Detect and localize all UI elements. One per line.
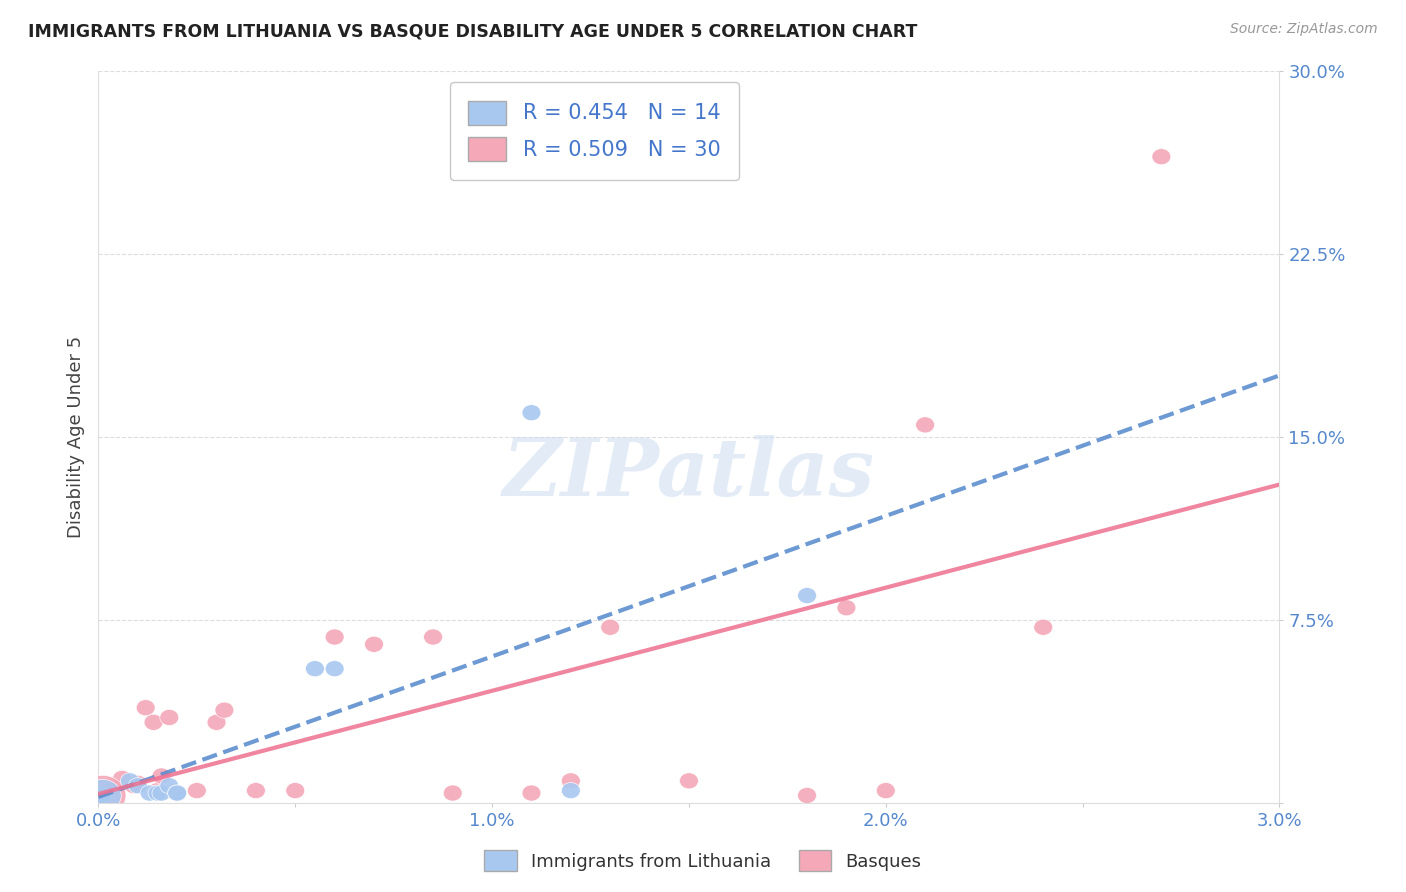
- Ellipse shape: [124, 778, 143, 794]
- Ellipse shape: [561, 772, 581, 789]
- Ellipse shape: [141, 785, 159, 801]
- Ellipse shape: [797, 788, 817, 804]
- Ellipse shape: [305, 661, 325, 677]
- Ellipse shape: [561, 782, 581, 798]
- Ellipse shape: [876, 782, 896, 798]
- Ellipse shape: [93, 788, 112, 804]
- Ellipse shape: [128, 775, 148, 791]
- Ellipse shape: [152, 768, 172, 784]
- Ellipse shape: [160, 778, 179, 794]
- Ellipse shape: [325, 661, 344, 677]
- Ellipse shape: [423, 629, 443, 645]
- Ellipse shape: [522, 785, 541, 801]
- Ellipse shape: [522, 405, 541, 421]
- Ellipse shape: [121, 772, 139, 789]
- Ellipse shape: [104, 778, 124, 794]
- Ellipse shape: [246, 782, 266, 798]
- Ellipse shape: [143, 714, 163, 731]
- Ellipse shape: [837, 599, 856, 615]
- Ellipse shape: [600, 619, 620, 635]
- Ellipse shape: [89, 788, 108, 804]
- Ellipse shape: [215, 702, 233, 718]
- Ellipse shape: [167, 785, 187, 801]
- Ellipse shape: [148, 782, 167, 798]
- Ellipse shape: [1152, 149, 1171, 165]
- Ellipse shape: [167, 785, 187, 801]
- Y-axis label: Disability Age Under 5: Disability Age Under 5: [66, 336, 84, 538]
- Ellipse shape: [152, 785, 172, 801]
- Ellipse shape: [79, 775, 127, 815]
- Ellipse shape: [83, 780, 121, 812]
- Ellipse shape: [443, 785, 463, 801]
- Ellipse shape: [325, 629, 344, 645]
- Ellipse shape: [679, 772, 699, 789]
- Text: ZIPatlas: ZIPatlas: [503, 435, 875, 512]
- Legend: R = 0.454   N = 14, R = 0.509   N = 30: R = 0.454 N = 14, R = 0.509 N = 30: [450, 82, 740, 180]
- Ellipse shape: [136, 699, 155, 715]
- Ellipse shape: [148, 785, 167, 801]
- Ellipse shape: [128, 778, 148, 794]
- Ellipse shape: [1033, 619, 1053, 635]
- Text: IMMIGRANTS FROM LITHUANIA VS BASQUE DISABILITY AGE UNDER 5 CORRELATION CHART: IMMIGRANTS FROM LITHUANIA VS BASQUE DISA…: [28, 22, 918, 40]
- Ellipse shape: [167, 785, 187, 801]
- Ellipse shape: [187, 782, 207, 798]
- Text: Source: ZipAtlas.com: Source: ZipAtlas.com: [1230, 22, 1378, 37]
- Legend: Immigrants from Lithuania, Basques: Immigrants from Lithuania, Basques: [477, 843, 929, 879]
- Ellipse shape: [160, 709, 179, 725]
- Ellipse shape: [112, 771, 132, 787]
- Ellipse shape: [364, 636, 384, 652]
- Ellipse shape: [207, 714, 226, 731]
- Ellipse shape: [285, 782, 305, 798]
- Ellipse shape: [797, 588, 817, 604]
- Ellipse shape: [915, 417, 935, 433]
